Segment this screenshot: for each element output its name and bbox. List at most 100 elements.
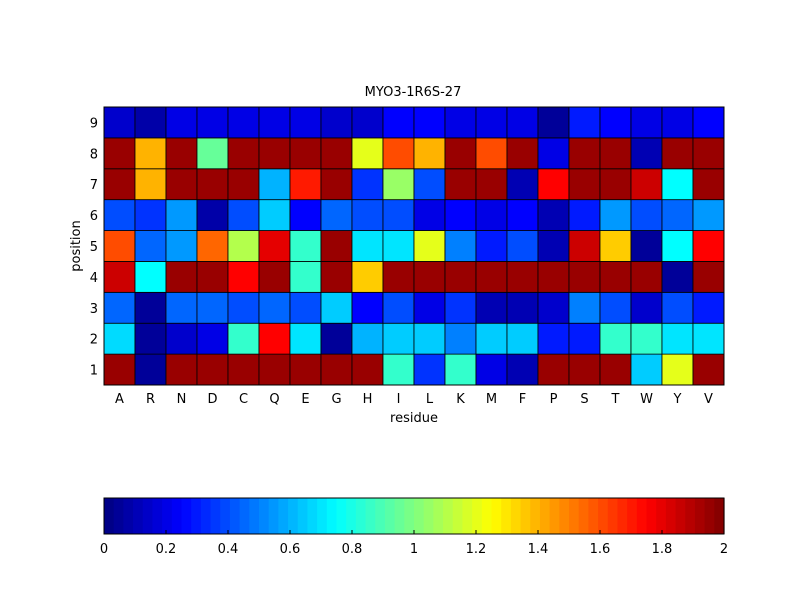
heatmap-cell xyxy=(568,106,601,139)
heatmap-cell xyxy=(103,353,136,386)
colorbar-tick-label: 1.4 xyxy=(528,542,549,557)
x-tick-label: F xyxy=(519,392,526,407)
heatmap-cell xyxy=(661,168,694,201)
heatmap-cell xyxy=(258,261,291,293)
heatmap-cell xyxy=(134,322,167,355)
heatmap-cell xyxy=(165,168,198,201)
heatmap-cell xyxy=(661,230,694,262)
colorbar-segment xyxy=(452,498,464,534)
colorbar-segment xyxy=(694,498,706,534)
colorbar-segment xyxy=(675,498,686,534)
heatmap-cell xyxy=(351,199,384,231)
colorbar-tick-label: 1 xyxy=(410,542,418,557)
colorbar-segment xyxy=(636,498,648,534)
heatmap-cell xyxy=(537,199,570,231)
heatmap-cell xyxy=(351,261,384,293)
heatmap-cell xyxy=(444,137,477,170)
heatmap-cell xyxy=(196,230,229,262)
colorbar-segment xyxy=(617,498,628,534)
colorbar-segment xyxy=(627,498,638,534)
heatmap-cell xyxy=(165,353,198,386)
heatmap-cell xyxy=(475,261,508,293)
heatmap-cell xyxy=(506,199,539,231)
heatmap-cell xyxy=(475,137,508,170)
heatmap-cell xyxy=(568,199,601,231)
x-tick-label: T xyxy=(611,392,620,407)
heatmap-cell xyxy=(568,291,601,324)
heatmap-cell xyxy=(196,322,229,355)
heatmap-cells xyxy=(103,106,725,386)
x-axis-label: residue xyxy=(390,411,438,426)
heatmap-cell xyxy=(134,106,167,139)
heatmap-cell xyxy=(661,199,694,231)
heatmap-cell xyxy=(165,137,198,170)
y-tick-label: 5 xyxy=(90,240,98,255)
colorbar-segment xyxy=(462,498,473,534)
heatmap-cell xyxy=(475,291,508,324)
heatmap-cell xyxy=(134,168,167,201)
heatmap-cell xyxy=(134,291,167,324)
heatmap-cell xyxy=(568,137,601,170)
heatmap-cell xyxy=(506,353,539,386)
heatmap-cell xyxy=(692,230,725,262)
y-tick-label: 9 xyxy=(90,116,98,131)
heatmap-cell xyxy=(692,168,725,201)
heatmap-cell xyxy=(320,168,353,201)
y-tick-label: 8 xyxy=(90,147,98,162)
heatmap-cell xyxy=(692,106,725,139)
heatmap-cell xyxy=(103,230,136,262)
heatmap-cell xyxy=(692,322,725,355)
heatmap-cell xyxy=(103,106,136,139)
x-tick-label: C xyxy=(239,392,248,407)
heatmap-cell xyxy=(196,106,229,139)
heatmap-cell xyxy=(537,261,570,293)
colorbar-segment xyxy=(336,498,347,534)
colorbar-segment xyxy=(355,498,367,534)
heatmap-cell xyxy=(134,353,167,386)
heatmap-cell xyxy=(413,353,446,386)
colorbar-segment xyxy=(549,498,560,534)
colorbar-segment xyxy=(288,498,299,534)
heatmap-cell xyxy=(413,230,446,262)
heatmap-cell xyxy=(506,137,539,170)
heatmap-cell xyxy=(444,353,477,386)
heatmap-cell xyxy=(227,291,260,324)
heatmap-cell xyxy=(382,353,415,386)
heatmap-cell xyxy=(165,199,198,231)
heatmap-cell xyxy=(289,137,322,170)
heatmap-cell xyxy=(661,137,694,170)
colorbar-segment xyxy=(133,498,144,534)
colorbar-segment xyxy=(220,498,231,534)
colorbar-segment xyxy=(249,498,260,534)
heatmap-cell xyxy=(289,353,322,386)
heatmap-cell xyxy=(351,106,384,139)
heatmap-cell xyxy=(134,199,167,231)
colorbar-tick-label: 1.8 xyxy=(652,542,673,557)
heatmap-cell xyxy=(351,322,384,355)
heatmap-cell xyxy=(506,106,539,139)
colorbar-segment xyxy=(104,498,115,534)
colorbar-segment xyxy=(665,498,677,534)
colorbar-segment xyxy=(501,498,512,534)
heatmap-cell xyxy=(289,230,322,262)
plot-frame xyxy=(103,106,725,386)
colorbar-segment xyxy=(200,498,212,534)
colorbar-segment xyxy=(268,498,279,534)
x-tick-label: P xyxy=(550,392,558,407)
heatmap-cell xyxy=(444,199,477,231)
colorbar-segment xyxy=(598,498,609,534)
colorbar-tick-label: 1.6 xyxy=(590,542,611,557)
heatmap-cell xyxy=(537,291,570,324)
heatmap-cell xyxy=(382,291,415,324)
heatmap-cell xyxy=(506,291,539,324)
x-tick-label: N xyxy=(177,392,187,407)
heatmap-cell xyxy=(568,353,601,386)
colorbar-tick-label: 0.8 xyxy=(342,542,363,557)
heatmap-cell xyxy=(289,199,322,231)
colorbar-frame xyxy=(103,497,725,535)
heatmap-cell xyxy=(599,322,632,355)
heatmap-cell xyxy=(630,230,663,262)
colorbar-segment xyxy=(239,498,250,534)
heatmap-cell xyxy=(258,137,291,170)
